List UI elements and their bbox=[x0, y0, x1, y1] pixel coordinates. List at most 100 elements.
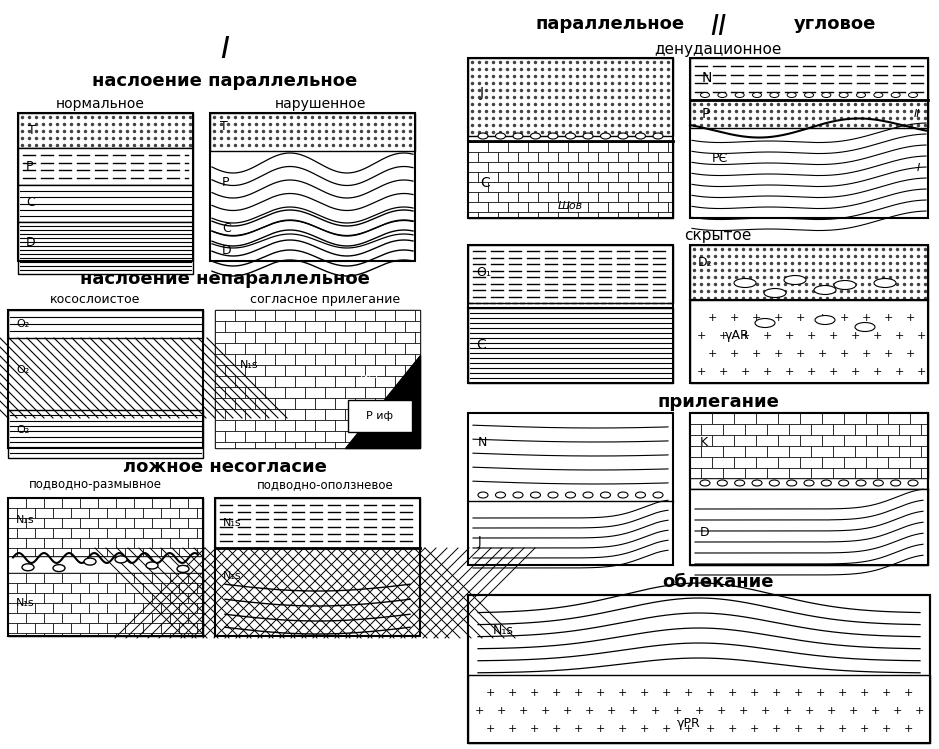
Bar bbox=[395, 442, 415, 448]
Bar bbox=[8, 528, 17, 538]
Bar bbox=[395, 310, 415, 321]
Bar bbox=[8, 410, 203, 458]
Bar bbox=[210, 113, 415, 151]
Text: +: + bbox=[697, 331, 706, 341]
Bar bbox=[62, 538, 80, 548]
Text: +: + bbox=[518, 706, 528, 716]
Bar bbox=[53, 548, 71, 556]
Bar bbox=[844, 533, 866, 544]
Bar bbox=[712, 435, 734, 446]
Bar bbox=[62, 593, 80, 603]
Bar bbox=[468, 675, 930, 743]
Bar bbox=[558, 192, 578, 202]
Bar bbox=[690, 500, 701, 511]
Bar bbox=[415, 420, 420, 431]
Bar bbox=[215, 431, 225, 442]
Text: J: J bbox=[478, 535, 482, 548]
Bar bbox=[767, 522, 789, 533]
Bar bbox=[488, 162, 508, 172]
Text: N₁s: N₁s bbox=[16, 515, 35, 525]
Bar bbox=[899, 446, 921, 457]
Bar bbox=[608, 182, 628, 192]
Bar bbox=[134, 573, 152, 583]
Bar bbox=[701, 468, 723, 478]
Bar bbox=[179, 508, 197, 518]
Text: +: + bbox=[903, 688, 913, 698]
Bar bbox=[877, 424, 899, 435]
Text: N₁s: N₁s bbox=[223, 518, 241, 528]
Text: +: + bbox=[872, 331, 882, 341]
Bar bbox=[375, 442, 395, 448]
Bar bbox=[17, 548, 35, 556]
Bar bbox=[17, 508, 35, 518]
Text: +: + bbox=[894, 331, 903, 341]
Bar bbox=[690, 544, 701, 555]
Bar bbox=[415, 398, 420, 409]
Bar bbox=[215, 343, 225, 354]
Bar bbox=[18, 185, 193, 222]
Bar bbox=[245, 321, 265, 332]
Bar bbox=[152, 498, 170, 508]
Bar bbox=[800, 489, 822, 500]
Bar bbox=[44, 633, 62, 636]
Bar bbox=[910, 489, 928, 500]
Bar bbox=[8, 613, 26, 623]
Text: +: + bbox=[762, 331, 772, 341]
Bar bbox=[690, 100, 928, 128]
Bar bbox=[18, 148, 193, 185]
Bar bbox=[468, 212, 478, 218]
Ellipse shape bbox=[822, 480, 831, 486]
Bar bbox=[255, 398, 275, 409]
Bar bbox=[98, 573, 116, 583]
Ellipse shape bbox=[531, 133, 541, 139]
Text: +: + bbox=[771, 688, 780, 698]
Bar bbox=[778, 457, 800, 468]
Bar bbox=[345, 343, 365, 354]
Ellipse shape bbox=[891, 480, 901, 486]
Text: +: + bbox=[740, 331, 749, 341]
Bar bbox=[116, 613, 134, 623]
Bar bbox=[690, 522, 701, 533]
Bar bbox=[107, 528, 125, 538]
Bar bbox=[877, 544, 899, 555]
Bar bbox=[877, 522, 899, 533]
Bar bbox=[170, 593, 188, 603]
Bar bbox=[215, 442, 235, 448]
Bar bbox=[71, 508, 89, 518]
Bar bbox=[888, 435, 910, 446]
Bar bbox=[800, 511, 822, 522]
Bar bbox=[415, 442, 420, 448]
Bar bbox=[608, 202, 628, 212]
Bar bbox=[910, 457, 928, 468]
Text: K: K bbox=[700, 437, 708, 449]
Bar bbox=[405, 409, 420, 420]
Text: +: + bbox=[838, 688, 847, 698]
Text: γPR: γPR bbox=[677, 717, 700, 730]
Text: +: + bbox=[595, 688, 605, 698]
Bar bbox=[143, 583, 161, 593]
Ellipse shape bbox=[909, 92, 917, 97]
Bar bbox=[8, 518, 26, 528]
Bar bbox=[215, 332, 235, 343]
Bar bbox=[528, 202, 548, 212]
Bar bbox=[648, 202, 668, 212]
Bar bbox=[215, 321, 225, 332]
Bar bbox=[415, 354, 420, 365]
Bar bbox=[767, 424, 789, 435]
Bar bbox=[315, 332, 335, 343]
Bar bbox=[789, 522, 811, 533]
Text: +: + bbox=[784, 367, 793, 377]
Bar bbox=[170, 633, 188, 636]
Bar bbox=[161, 528, 179, 538]
Bar bbox=[134, 538, 152, 548]
Bar bbox=[35, 603, 53, 613]
Bar bbox=[618, 152, 638, 162]
Bar bbox=[80, 538, 98, 548]
Bar bbox=[723, 522, 745, 533]
Bar bbox=[305, 321, 325, 332]
Bar bbox=[8, 498, 203, 636]
Bar bbox=[80, 613, 98, 623]
Bar bbox=[53, 603, 71, 613]
Bar bbox=[197, 603, 203, 613]
Bar bbox=[767, 446, 789, 457]
